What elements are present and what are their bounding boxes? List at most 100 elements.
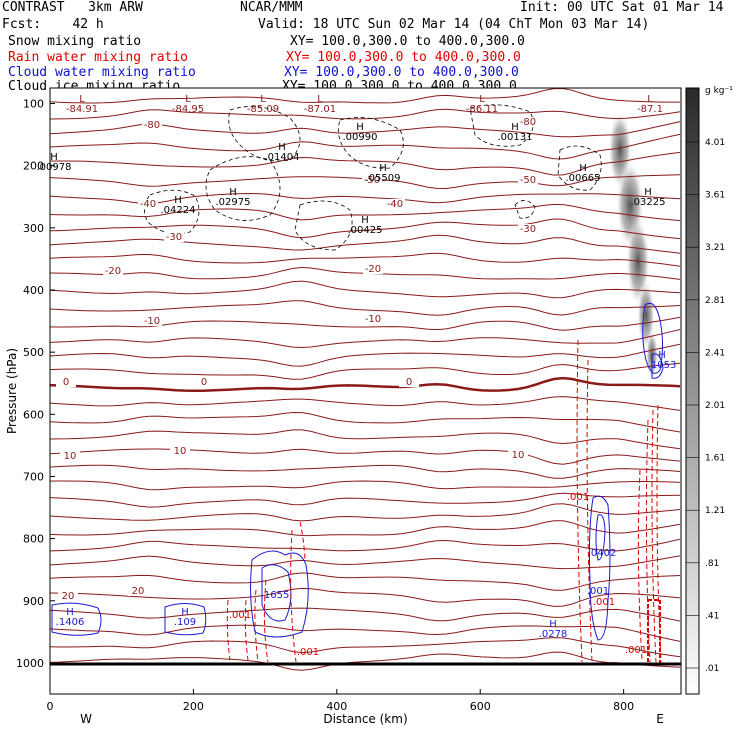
forecast-hour: Fcst: 42 h — [2, 17, 104, 32]
extremum-value: .03225 — [631, 197, 666, 208]
colorbar-label: 3.61 — [705, 191, 725, 201]
high-marker: H — [361, 215, 369, 226]
colorbar-label: 1.61 — [705, 454, 725, 464]
high-marker: H — [66, 607, 74, 618]
x-tick-label: 800 — [613, 700, 634, 713]
colorbar-unit: g kg⁻¹ — [705, 86, 733, 96]
temperature-contour — [49, 587, 681, 607]
rain-water-contour — [263, 579, 269, 663]
temperature-label: -80 — [144, 120, 160, 131]
rain-water-contour — [290, 529, 297, 663]
init-time: Init: 00 UTC Sat 01 Mar 14 — [520, 0, 724, 15]
temperature-contour — [49, 637, 681, 658]
cloud-water-contour — [51, 602, 102, 636]
rain-water-contour — [651, 409, 657, 663]
y-tick-label: 1000 — [16, 657, 44, 670]
y-tick-label: 300 — [23, 222, 44, 235]
temperature-label: 10 — [174, 446, 187, 457]
temperature-contour — [49, 316, 681, 331]
rain-water-contour — [254, 589, 259, 663]
colorbar-scale — [685, 87, 700, 695]
extremum-value: -84.95 — [172, 104, 204, 115]
label-bg — [399, 377, 419, 387]
extremum-value: .01404 — [265, 152, 300, 163]
y-tick-label: 800 — [23, 533, 44, 546]
temperature-label: 0 — [201, 377, 207, 388]
temperature-label: -10 — [144, 316, 160, 327]
cloud-water-contour — [164, 603, 207, 636]
plot-frame — [49, 87, 682, 695]
extremum-value: -87.01 — [304, 104, 336, 115]
extremum-value: .04224 — [161, 205, 196, 216]
temperature-contours — [49, 87, 681, 671]
colorbar-label: 2.81 — [705, 296, 725, 306]
temperature-label: 20 — [132, 586, 145, 597]
temperature-label: 0 — [63, 377, 69, 388]
field-xy-rain: XY= 100.0,300.0 to 400.0,300.0 — [286, 50, 521, 65]
low-marker: L — [317, 94, 323, 105]
temperature-contour — [49, 448, 681, 465]
y-tick-label: 600 — [23, 408, 44, 421]
temperature-contour — [49, 396, 681, 411]
temperature-contour — [49, 252, 681, 267]
temperature-label: -40 — [140, 199, 156, 210]
axes: 0 200 400 600 800100200300400500600700800900… — [5, 98, 664, 726]
y-axis-label: Pressure (hPa) — [5, 348, 19, 434]
field-xy-cloud-water: XY= 100.0,300.0 to 400.0,300.0 — [284, 65, 519, 80]
low-marker: L — [647, 94, 653, 105]
extremum-value: .05509 — [366, 173, 401, 184]
extremum-value: -87.1 — [637, 104, 663, 115]
org-label: NCAR/MMM — [240, 0, 303, 15]
y-tick-label: 100 — [23, 98, 44, 111]
label-bg — [518, 175, 538, 185]
colorbar-label: 2.01 — [705, 401, 725, 411]
cloud-ice-contour — [294, 200, 353, 251]
extremum-value: .00990 — [343, 132, 378, 143]
cloud-ice-contour — [337, 117, 404, 169]
temperature-contour — [49, 651, 681, 671]
rain-water-label: .001 — [567, 492, 589, 503]
x-tick-label: 200 — [183, 700, 204, 713]
label-bg — [138, 199, 158, 209]
temperature-label: -30 — [166, 232, 182, 243]
cloud-water-label: .0402 — [588, 548, 617, 559]
temperature-contour — [49, 538, 681, 552]
temperature-contour — [49, 572, 681, 591]
temperature-contour — [49, 203, 681, 222]
extremum-value: -85.09 — [247, 104, 279, 115]
colorbar-label: .81 — [705, 559, 719, 569]
temperature-contour — [49, 492, 681, 508]
high-marker: H — [181, 607, 189, 618]
temperature-label: -10 — [365, 314, 381, 325]
extremum-value: -86.11 — [466, 104, 498, 115]
cloud-water-contours — [51, 302, 664, 641]
label-bg — [518, 224, 538, 234]
low-marker: L — [185, 94, 191, 105]
y-tick-label: 900 — [23, 595, 44, 608]
temperature-contour — [49, 624, 681, 642]
extremum-value: .00978 — [37, 162, 72, 173]
temperature-contour — [49, 503, 681, 522]
temperature-contour — [49, 234, 681, 254]
low-marker: L — [260, 94, 266, 105]
rain-water-contours — [226, 339, 662, 665]
y-tick-label: 200 — [23, 160, 44, 173]
rain-water-label: .001 — [297, 647, 319, 658]
rain-water-contour — [576, 339, 583, 663]
high-marker: H — [579, 163, 587, 174]
colorbar-label: 4.01 — [705, 138, 725, 148]
extremum-value: .109 — [174, 617, 196, 628]
temperature-label: -50 — [520, 175, 536, 186]
temperature-contour — [49, 133, 681, 160]
temperature-label: -40 — [387, 199, 403, 210]
low-marker: L — [79, 94, 85, 105]
high-marker: H — [356, 122, 364, 133]
extremum-value: .00665 — [566, 173, 601, 184]
temperature-label: 10 — [512, 450, 525, 461]
high-marker: H — [379, 163, 387, 174]
label-bg — [362, 175, 382, 185]
temperature-label: -30 — [520, 224, 536, 235]
rain-water-label: .001 — [229, 610, 251, 621]
temperature-contour — [49, 87, 680, 104]
x-tick-label: 400 — [326, 700, 347, 713]
